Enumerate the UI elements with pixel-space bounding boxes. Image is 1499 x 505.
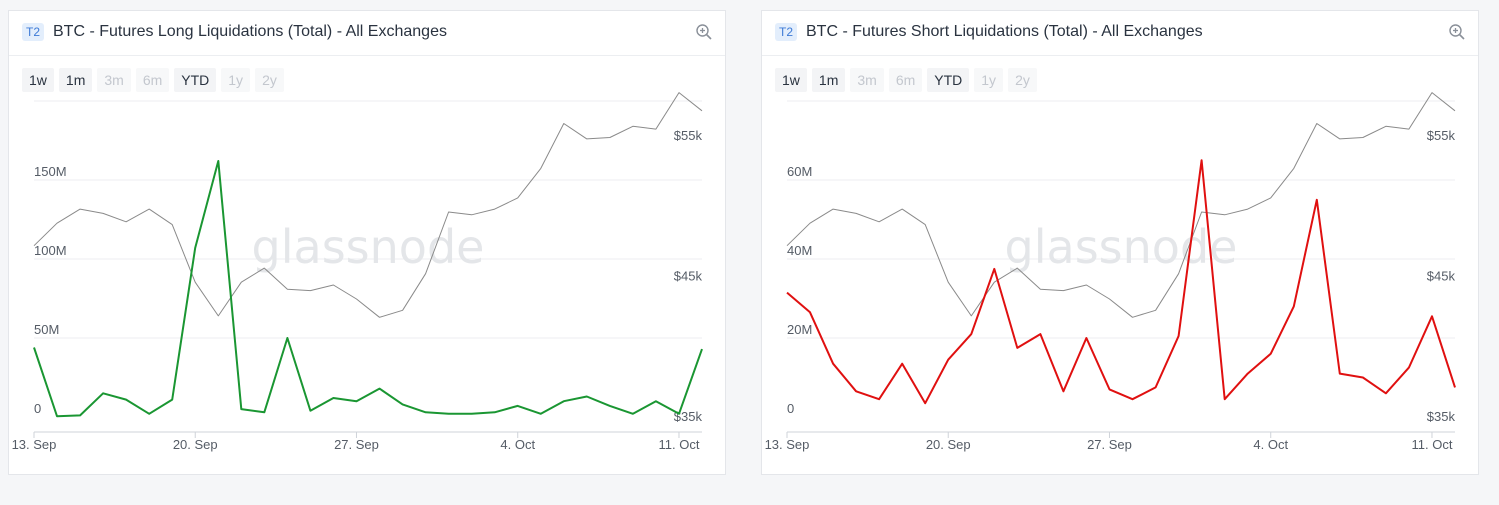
y-left-tick-label: 40M (787, 243, 812, 258)
price-series-line (786, 92, 1456, 318)
tier-badge: T2 (775, 23, 797, 41)
range-button-1y[interactable]: 1y (221, 68, 251, 92)
tier-badge: T2 (22, 23, 44, 41)
y-right-tick-label: $55k (674, 128, 703, 143)
short-liquidations-chart: glassnode 13. Sep 20. Sep 27. Sep 4. Oct 11. … (765, 92, 1456, 452)
y-right-tick-label: $35k (1427, 409, 1456, 424)
x-tick-label: 11. Oct (658, 437, 699, 452)
long-liquidations-panel: T2 BTC - Futures Long Liquidations (Tota… (8, 10, 726, 475)
x-tick-label: 4. Oct (500, 437, 535, 452)
x-tick-label: 11. Oct (1411, 437, 1452, 452)
y-left-tick-label: 100M (34, 243, 67, 258)
panel-header: T2 BTC - Futures Short Liquidations (Tot… (762, 11, 1478, 56)
y-left-tick-label: 60M (787, 164, 812, 179)
panel-title: BTC - Futures Long Liquidations (Total) … (53, 23, 447, 40)
range-button-1m[interactable]: 1m (811, 68, 846, 92)
y-left-tick-label: 150M (34, 164, 67, 179)
range-button-1y[interactable]: 1y (974, 68, 1004, 92)
watermark: glassnode (1005, 220, 1238, 274)
short-liquidations-panel: T2 BTC - Futures Short Liquidations (Tot… (761, 10, 1479, 475)
watermark: glassnode (252, 220, 485, 274)
panel-title: BTC - Futures Short Liquidations (Total)… (806, 23, 1203, 40)
x-tick-label: 4. Oct (1253, 437, 1288, 452)
x-tick-label: 27. Sep (334, 437, 379, 452)
y-left-tick-label: 0 (34, 401, 41, 416)
time-range-selector: 1w 1m 3m 6m YTD 1y 2y (22, 68, 289, 92)
x-tick-label: 27. Sep (1087, 437, 1132, 452)
range-button-6m[interactable]: 6m (888, 68, 923, 92)
y-right-tick-label: $45k (674, 269, 703, 284)
range-button-1w[interactable]: 1w (775, 68, 807, 92)
range-button-1w[interactable]: 1w (22, 68, 54, 92)
zoom-in-icon[interactable] (1448, 23, 1466, 41)
range-button-3m[interactable]: 3m (97, 68, 131, 92)
time-range-selector: 1w 1m 3m 6m YTD 1y 2y (775, 68, 1042, 92)
range-button-3m[interactable]: 3m (850, 68, 884, 92)
liquidations-series-line (33, 160, 703, 418)
range-button-1m[interactable]: 1m (58, 68, 93, 92)
range-button-ytd[interactable]: YTD (927, 68, 970, 92)
x-tick-label: 20. Sep (173, 437, 218, 452)
x-tick-label: 13. Sep (12, 437, 57, 452)
y-right-tick-label: $55k (1427, 128, 1456, 143)
zoom-in-icon[interactable] (695, 23, 713, 41)
price-series-line (33, 92, 703, 318)
panel-header: T2 BTC - Futures Long Liquidations (Tota… (9, 11, 725, 56)
y-left-tick-label: 0 (787, 401, 794, 416)
range-button-2y[interactable]: 2y (255, 68, 284, 92)
range-button-ytd[interactable]: YTD (174, 68, 217, 92)
x-tick-label: 20. Sep (926, 437, 971, 452)
y-right-tick-label: $45k (1427, 269, 1456, 284)
range-button-2y[interactable]: 2y (1008, 68, 1037, 92)
y-left-tick-label: 20M (787, 322, 812, 337)
x-tick-label: 13. Sep (765, 437, 810, 452)
range-button-6m[interactable]: 6m (135, 68, 170, 92)
long-liquidations-chart: glassnode 13. Sep 20. Sep 27. Sep 4. Oct 11. … (12, 92, 703, 452)
y-left-tick-label: 50M (34, 322, 59, 337)
liquidations-series-line (786, 159, 1456, 405)
y-right-tick-label: $35k (674, 409, 703, 424)
